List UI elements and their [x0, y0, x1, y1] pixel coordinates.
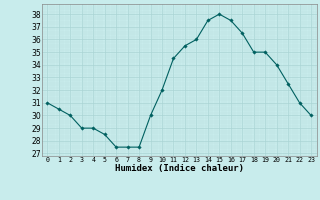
X-axis label: Humidex (Indice chaleur): Humidex (Indice chaleur) — [115, 164, 244, 173]
